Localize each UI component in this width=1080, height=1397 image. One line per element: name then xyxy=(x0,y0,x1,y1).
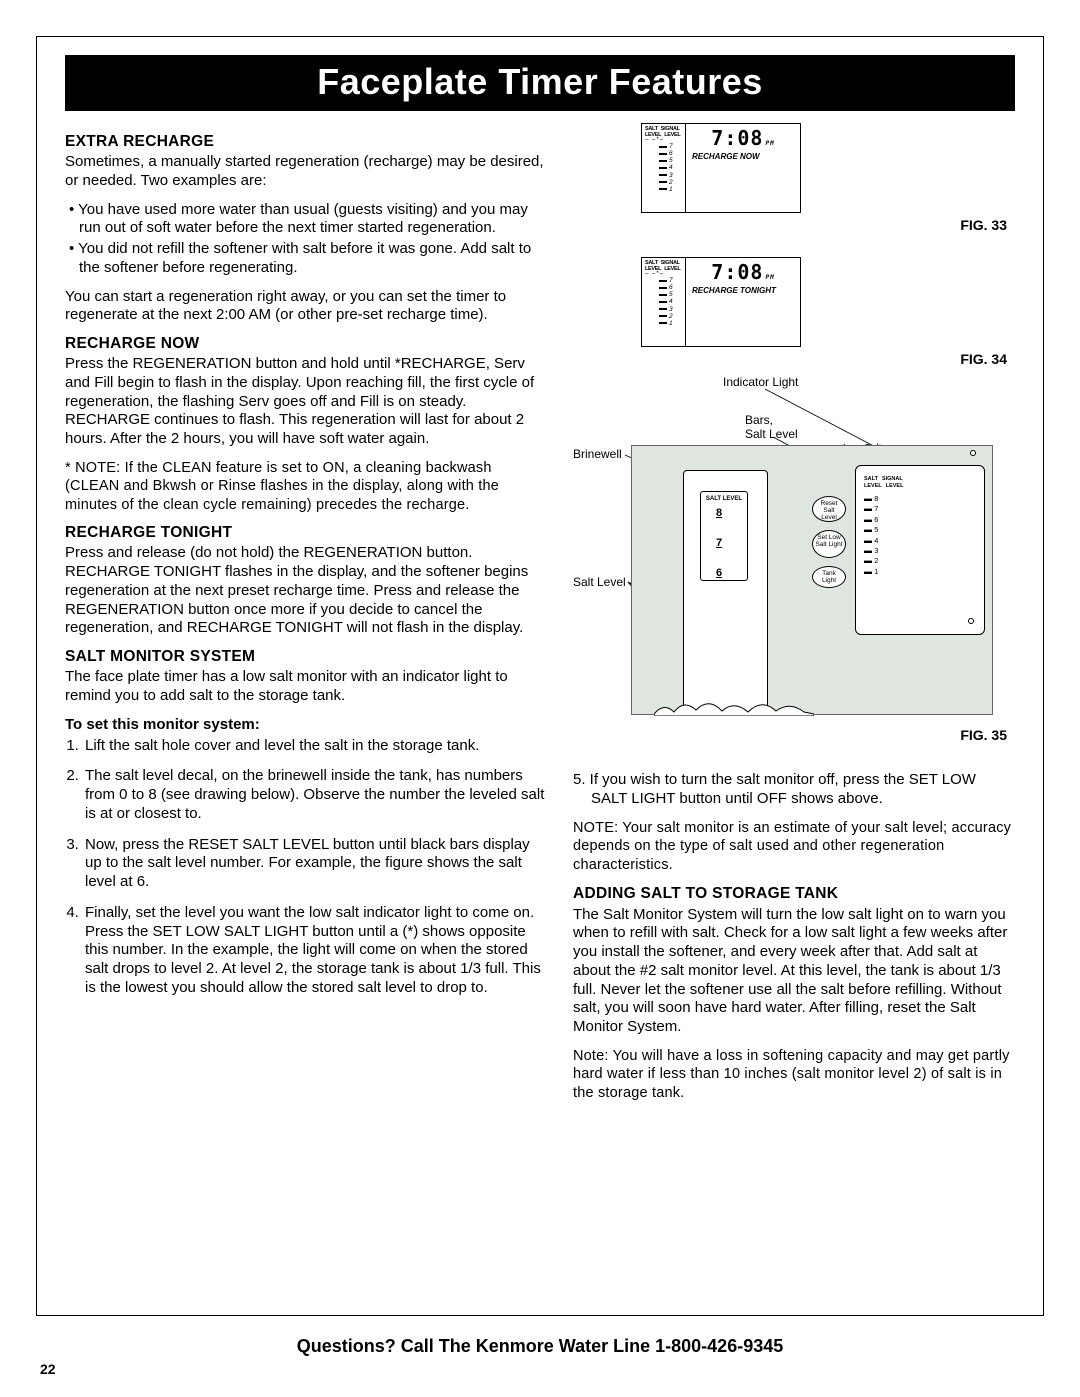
panel-signal: SIGNAL xyxy=(882,476,903,482)
pbar-1: 1 xyxy=(864,567,878,577)
lcd-bar-7: 7 xyxy=(659,143,682,150)
bw-num-8: 8 xyxy=(716,507,722,519)
salt-pile-icon xyxy=(654,694,814,716)
lcd-bar-1: 1 xyxy=(659,186,682,193)
lcd-status-33: RECHARGE NOW xyxy=(692,152,794,161)
pbar-2: 2 xyxy=(864,556,878,566)
label-bars: Bars, xyxy=(745,413,773,427)
note-estimate: NOTE: Your salt monitor is an estimate o… xyxy=(573,819,1015,875)
heading-salt-monitor: SALT MONITOR SYSTEM xyxy=(65,648,545,666)
panel-level-2: LEVEL xyxy=(886,483,904,489)
lcd-bar-5: 5 xyxy=(659,157,682,164)
brinewell-decal: SALT LEVEL xyxy=(700,491,748,581)
lcd-bar-6: 6 xyxy=(659,150,682,157)
lcd-bar-34-6: 6 xyxy=(659,284,682,291)
para-salt-monitor: The face plate timer has a low salt moni… xyxy=(65,668,545,706)
lcd-ampm-34: PM xyxy=(765,274,774,281)
lcd-bar-4: 4 xyxy=(659,164,682,171)
label-brinewell: Brinewell xyxy=(573,447,622,461)
label-salt-level: Salt Level xyxy=(745,427,798,441)
sub-to-set: To set this monitor system: xyxy=(65,716,545,733)
para-adding-salt: The Salt Monitor System will turn the lo… xyxy=(573,906,1015,1037)
fig-35-diagram: Indicator Light Bars, Salt Level Brinewe… xyxy=(573,375,993,735)
lcd-level-label-2: LEVEL xyxy=(664,132,680,138)
para-extra-intro: Sometimes, a manually started regenerati… xyxy=(65,153,545,191)
heading-extra-recharge: EXTRA RECHARGE xyxy=(65,133,545,151)
lcd-bar-34-4: 4 xyxy=(659,298,682,305)
bullet-2: You did not refill the softener with sal… xyxy=(65,240,545,278)
heading-recharge-tonight: RECHARGE TONIGHT xyxy=(65,524,545,542)
lcd-bar-3: 3 xyxy=(659,172,682,179)
lcd-bar-34-3: 3 xyxy=(659,306,682,313)
brinewell-shape: SALT LEVEL 8 7 6 xyxy=(683,470,768,715)
set-low-salt-button: Set Low Salt Light xyxy=(812,530,846,558)
page-title: Faceplate Timer Features xyxy=(65,55,1015,111)
fig-34-label: FIG. 34 xyxy=(573,351,1007,367)
pbar-3: 3 xyxy=(864,546,878,556)
bw-num-6: 6 xyxy=(716,567,722,579)
step-4: Finally, set the level you want the low … xyxy=(83,904,545,998)
bw-num-7: 7 xyxy=(716,537,722,549)
note-clean: * NOTE: If the CLEAN feature is set to O… xyxy=(65,459,545,515)
step-5: 5. If you wish to turn the salt monitor … xyxy=(573,771,1015,809)
pbar-7: 7 xyxy=(864,504,878,514)
para-recharge-now: Press the REGENERATION button and hold u… xyxy=(65,355,545,449)
tank-light-button: Tank Light xyxy=(812,566,846,588)
footer-questions: Questions? Call The Kenmore Water Line 1… xyxy=(36,1336,1044,1357)
para-recharge-tonight: Press and release (do not hold) the REGE… xyxy=(65,544,545,638)
step-2: The salt level decal, on the brinewell i… xyxy=(83,767,545,823)
reset-salt-button: Reset Salt Level xyxy=(812,496,846,522)
para-start: You can start a regeneration right away,… xyxy=(65,288,545,326)
step-3: Now, press the RESET SALT LEVEL button u… xyxy=(83,836,545,892)
right-column: SALTSIGNAL LEVELLEVEL – –*– 7 6 5 4 3 2 … xyxy=(573,123,1015,1112)
bullet-1: You have used more water than usual (gue… xyxy=(65,201,545,239)
lcd-bar-34-2: 2 xyxy=(659,313,682,320)
lcd-bar-2: 2 xyxy=(659,179,682,186)
pbar-4: 4 xyxy=(864,536,878,546)
lcd-bar-34-1: 1 xyxy=(659,320,682,327)
lcd-ampm-33: PM xyxy=(765,140,774,147)
pbar-8: 8 xyxy=(864,494,878,504)
pbar-6: 6 xyxy=(864,515,878,525)
left-column: EXTRA RECHARGE Sometimes, a manually sta… xyxy=(65,123,545,1112)
control-panel: SALT SIGNAL LEVEL LEVEL 8 7 6 5 4 3 xyxy=(855,465,985,635)
pbar-5: 5 xyxy=(864,525,878,535)
page-number: 22 xyxy=(40,1361,56,1377)
label-indicator-light: Indicator Light xyxy=(723,375,798,389)
lcd-time-34: 7:08 xyxy=(711,260,763,284)
note-capacity: Note: You will have a loss in softening … xyxy=(573,1047,1015,1103)
fig-33-display: SALTSIGNAL LEVELLEVEL – –*– 7 6 5 4 3 2 … xyxy=(641,123,801,213)
lcd-status-34: RECHARGE TONIGHT xyxy=(692,286,794,295)
lcd-bar-34-7: 7 xyxy=(659,277,682,284)
lcd-level-label-34b: LEVEL xyxy=(664,266,680,272)
step-1: Lift the salt hole cover and level the s… xyxy=(83,737,545,756)
fig-33-label: FIG. 33 xyxy=(573,217,1007,233)
label-salt-level-2: Salt Level xyxy=(573,575,626,589)
lcd-bar-34-5: 5 xyxy=(659,291,682,298)
panel-level: LEVEL xyxy=(864,483,882,489)
indicator-light-icon xyxy=(970,450,976,456)
heading-recharge-now: RECHARGE NOW xyxy=(65,335,545,353)
panel-dot-icon xyxy=(968,618,974,624)
lcd-time-33: 7:08 xyxy=(711,126,763,150)
panel-salt: SALT xyxy=(864,476,878,482)
heading-adding-salt: ADDING SALT TO STORAGE TANK xyxy=(573,884,1015,903)
fig-34-display: SALTSIGNAL LEVELLEVEL – –*– 7 6 5 4 3 2 … xyxy=(641,257,801,347)
